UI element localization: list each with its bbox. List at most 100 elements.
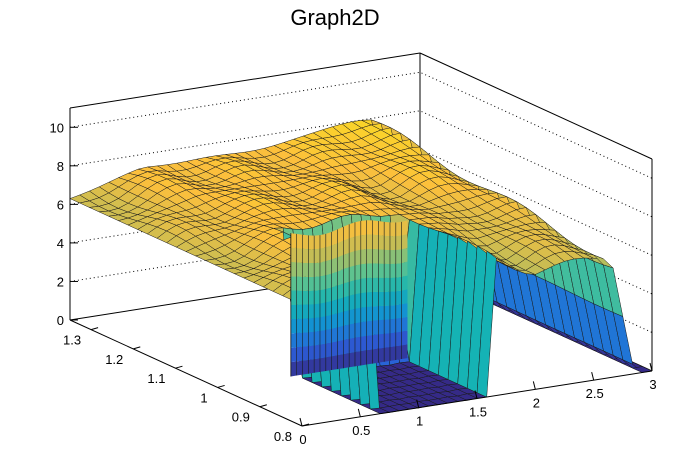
surface-wall-cell	[302, 359, 309, 375]
surface-wall-cell	[395, 249, 402, 264]
surface-wall-cell	[343, 238, 350, 256]
surface-wall-cell	[302, 262, 309, 277]
surface-wall-cell	[337, 311, 344, 328]
chart-title: Graph2D	[290, 5, 379, 30]
surface-wall-cell	[319, 233, 326, 249]
surface-wall-cell	[314, 358, 320, 373]
surface-wall-cell	[389, 222, 396, 237]
surface-wall-cell	[296, 233, 303, 249]
surface-wall-cell	[389, 332, 396, 348]
surface-wall-cell	[325, 342, 332, 358]
surface-wall-cell	[366, 320, 373, 336]
surface-wall-cell	[314, 330, 320, 346]
surface-wall-cell	[378, 221, 385, 236]
y-tick-label: 1.2	[105, 352, 123, 367]
surface-wall-cell	[372, 334, 379, 350]
surface-wall-cell	[290, 276, 297, 291]
grid-line	[69, 148, 653, 256]
y-tick	[301, 423, 310, 427]
surface-wall-cell	[296, 332, 303, 348]
surface-wall-cell	[384, 249, 390, 264]
x-tick	[416, 399, 420, 408]
surface-wall-cell	[354, 322, 361, 338]
surface-wall-cell	[337, 226, 344, 244]
surface-wall-cell	[389, 304, 396, 320]
surface-wall-cell	[378, 305, 385, 321]
surface-wall-cell	[360, 321, 367, 337]
grid-line	[69, 110, 653, 218]
y-tick-label: 0.9	[232, 410, 250, 425]
surface-wall-cell	[331, 243, 338, 260]
surface-wall-cell	[296, 318, 303, 334]
surface-wall-cell	[401, 289, 408, 305]
surface-wall-cell	[319, 274, 326, 290]
x-tick	[532, 381, 536, 390]
grid-line	[69, 71, 653, 179]
surface-wall-cell	[331, 313, 338, 329]
surface-wall-cell	[325, 356, 332, 371]
surface-wall-cell	[325, 287, 332, 303]
surface-wall-cell	[331, 341, 338, 357]
surface-wall-cell	[314, 317, 320, 332]
surface-wall-cell	[302, 290, 309, 305]
surface-wall-cell	[331, 229, 338, 246]
z-tick-label: 6	[57, 197, 64, 212]
surface-wall-cell	[337, 297, 344, 314]
surface-wall-cell	[401, 303, 408, 318]
surface-wall-cell	[372, 291, 379, 307]
surface-wall-cell	[290, 290, 297, 305]
surface-wall-cell	[337, 269, 344, 286]
surface-wall-cell	[314, 289, 320, 305]
box-edge	[69, 319, 303, 427]
surface-wall-cell	[308, 304, 315, 319]
surface-wall-cell	[366, 249, 373, 264]
surface-wall-cell	[378, 347, 385, 363]
surface-wall-cell	[302, 318, 309, 333]
surface-wall-cell	[366, 277, 373, 293]
z-tick-label: 2	[57, 274, 64, 289]
surface-wall-cell	[302, 304, 309, 319]
surface-wall-cell	[290, 261, 297, 277]
surface-wall-cell	[337, 255, 344, 272]
surface-wall-cell	[349, 308, 355, 325]
surface-wall-cell	[378, 235, 385, 250]
x-tick-label: 2	[533, 395, 540, 410]
surface-wall-cell	[349, 337, 355, 353]
box-edge	[69, 52, 421, 109]
surface-wall-cell	[389, 236, 396, 251]
surface-wall-cell	[308, 235, 315, 250]
surface-wall-cell	[384, 291, 390, 306]
surface-wall-cell	[389, 346, 396, 361]
surface-wall-cell	[325, 245, 332, 262]
surface-wall-cell	[366, 349, 373, 365]
surface-wall-cell	[319, 247, 326, 263]
y-tick	[259, 404, 267, 408]
z-tick-label: 8	[57, 159, 64, 174]
y-tick-label: 0.8	[274, 429, 292, 444]
x-tick	[357, 408, 361, 417]
surface-wall-cell	[354, 264, 361, 280]
x-tick-label: 2.5	[586, 386, 604, 401]
surface-wall-cell	[366, 292, 373, 307]
x-tick-label: 0	[299, 432, 306, 447]
surface-wall-cell	[308, 345, 315, 360]
surface-wall-cell	[366, 334, 373, 351]
surface-wall-cell	[389, 291, 396, 306]
surface-wall-cell	[366, 263, 373, 279]
surface-wall-cell	[319, 302, 326, 318]
x-tick	[591, 372, 595, 381]
surface-wall-cell	[372, 234, 379, 250]
x-tick-label: 1	[416, 414, 423, 429]
surface-wall-cell	[395, 262, 402, 278]
surface-wall-cell	[331, 299, 338, 315]
surface-wall-cell	[343, 338, 350, 355]
surface-wall-cell	[372, 249, 379, 264]
surface-wall-cell	[401, 220, 408, 236]
surface-wall-cell	[302, 276, 309, 291]
surface-wall-cell	[331, 257, 338, 274]
surface-wall-cell	[395, 235, 402, 250]
surface-wall-cell	[343, 224, 350, 241]
surface-wall-cell	[349, 351, 355, 368]
y-tick	[217, 384, 225, 388]
surface-wall-cell	[349, 265, 355, 282]
